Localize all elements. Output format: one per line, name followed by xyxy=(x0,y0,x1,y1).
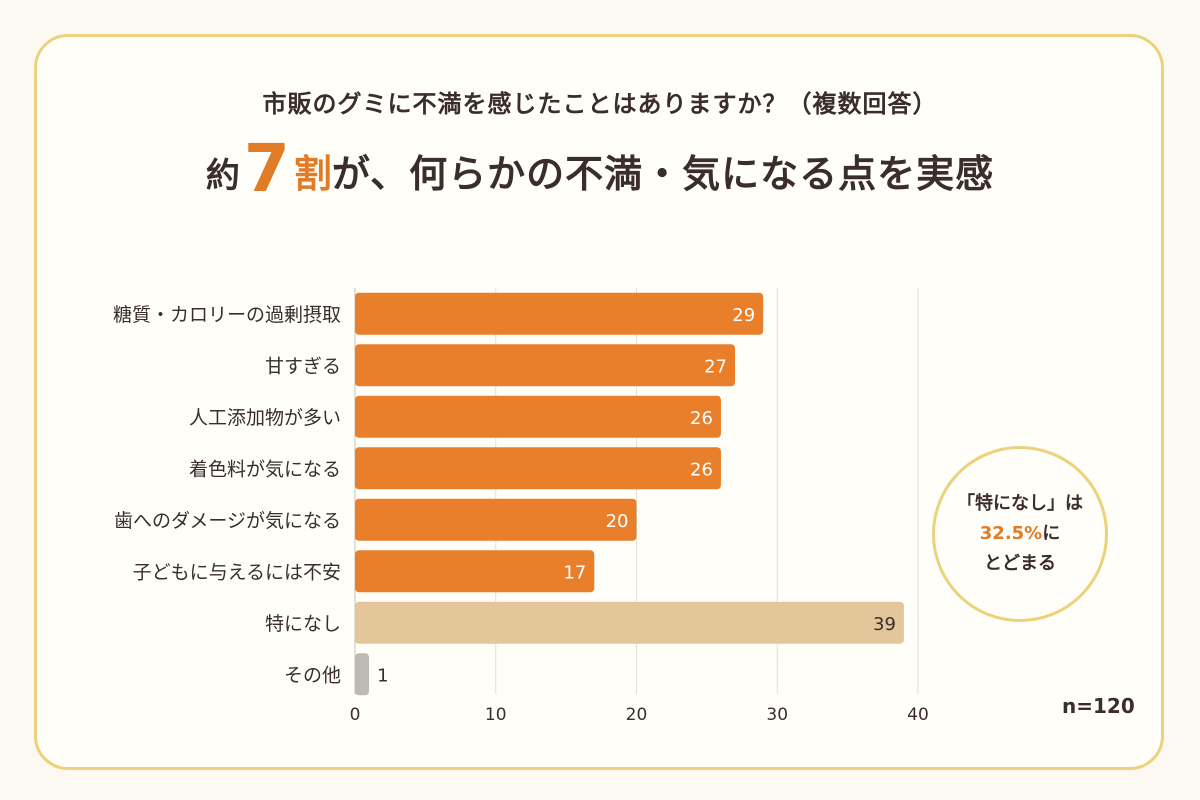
category-label: 着色料が気になる xyxy=(189,458,341,480)
value-label: 17 xyxy=(563,562,586,583)
value-label: 29 xyxy=(732,305,755,326)
badge-line-2: 32.5%に xyxy=(980,519,1060,549)
badge-percentage: 32.5% xyxy=(979,523,1043,544)
category-label: その他 xyxy=(284,664,341,686)
badge-suffix: に xyxy=(1042,523,1061,544)
badge-line-3: とどまる xyxy=(984,553,1056,574)
bar xyxy=(355,292,764,335)
category-label: 歯へのダメージが気になる xyxy=(114,510,341,532)
value-label: 1 xyxy=(377,665,388,686)
category-label: 子どもに与えるには不安 xyxy=(133,561,341,583)
headline-prefix: 約 xyxy=(205,156,240,196)
badge-line-1: 「特になし」は xyxy=(957,493,1083,514)
category-label: 特になし xyxy=(265,613,341,635)
x-tick-label: 0 xyxy=(350,705,361,725)
bar xyxy=(355,601,904,644)
category-label: 人工添加物が多い xyxy=(189,407,341,429)
category-label: 甘すぎる xyxy=(265,355,341,377)
bar xyxy=(355,550,595,593)
headline-unit: 割 xyxy=(293,152,332,196)
value-label: 39 xyxy=(873,614,896,635)
bar xyxy=(355,447,721,490)
category-label: 糖質・カロリーの過剰摂取 xyxy=(113,304,341,326)
value-label: 27 xyxy=(704,356,727,377)
headline-rest: が、何らかの不満・気になる点を実感 xyxy=(331,152,995,196)
x-tick-label: 40 xyxy=(907,705,929,725)
none-share-badge: 「特になし」は 32.5%に とどまる xyxy=(932,446,1108,622)
x-tick-label: 20 xyxy=(626,705,648,725)
x-tick-label: 30 xyxy=(766,705,788,725)
headline: 約7 割が、何らかの不満・気になる点を実感 xyxy=(0,130,1200,207)
bar xyxy=(355,395,721,438)
headline-number: 7 xyxy=(243,130,290,207)
value-label: 26 xyxy=(690,459,713,480)
sample-size-label: n=120 xyxy=(1062,694,1135,718)
bar xyxy=(355,498,637,541)
survey-question: 市販のグミに不満を感じたことはありますか？（複数回答） xyxy=(262,90,938,118)
bar xyxy=(355,344,736,387)
bar xyxy=(355,653,370,696)
value-label: 20 xyxy=(606,511,629,532)
value-label: 26 xyxy=(690,408,713,429)
x-tick-label: 10 xyxy=(485,705,507,725)
